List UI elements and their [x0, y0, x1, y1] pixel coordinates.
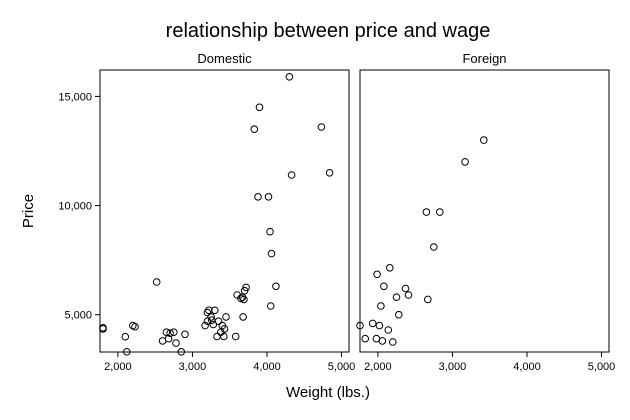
panel-frame-domestic — [99, 69, 350, 353]
y-tick-label: 5,000 — [64, 310, 92, 322]
x-tick-label: 3,000 — [179, 361, 207, 373]
data-point-foreign-17 — [424, 295, 432, 304]
data-point-domestic-29 — [222, 313, 230, 321]
data-point-domestic-28 — [220, 325, 229, 333]
data-point-foreign-10 — [386, 264, 394, 272]
panel-label-domestic: Domestic — [197, 51, 252, 66]
x-tick-label: 2,000 — [364, 361, 392, 373]
data-point-domestic-44 — [267, 249, 276, 258]
data-point-domestic-46 — [285, 73, 294, 81]
x-tick-label: 4,000 — [253, 361, 281, 373]
data-point-domestic-43 — [266, 302, 275, 310]
data-point-domestic-9 — [164, 334, 173, 343]
chart-title: relationship between price and wage — [166, 20, 491, 42]
data-point-foreign-2 — [368, 319, 377, 328]
data-point-domestic-12 — [172, 339, 180, 347]
data-point-domestic-47 — [287, 171, 296, 179]
data-point-domestic-49 — [325, 169, 334, 177]
data-point-domestic-33 — [238, 293, 247, 302]
data-point-domestic-10 — [166, 329, 174, 338]
data-point-domestic-48 — [317, 123, 326, 131]
data-point-foreign-6 — [377, 302, 385, 310]
data-point-domestic-40 — [255, 103, 264, 112]
x-axis-domestic: 2,000 3,000 4,000 5,000 — [104, 352, 355, 373]
data-point-foreign-13 — [395, 310, 403, 319]
x-axis-foreign: 2,000 3,000 4,000 5,000 — [364, 352, 615, 373]
data-point-domestic-34 — [239, 313, 247, 321]
data-point-foreign-7 — [378, 337, 387, 345]
x-axis-label: Weight (lbs.) — [286, 384, 370, 401]
data-point-foreign-4 — [373, 270, 381, 279]
data-point-foreign-1 — [361, 334, 370, 343]
data-point-domestic-17 — [203, 317, 212, 326]
foreign-points — [356, 136, 488, 346]
data-point-foreign-11 — [389, 338, 397, 346]
x-tick-label: 3,000 — [439, 361, 467, 373]
data-point-domestic-24 — [214, 317, 223, 326]
y-tick-label: 15,000 — [58, 91, 92, 103]
data-point-foreign-18 — [430, 243, 438, 251]
data-point-domestic-30 — [231, 332, 240, 341]
data-point-domestic-18 — [205, 306, 213, 315]
data-point-foreign-5 — [375, 321, 384, 330]
data-point-foreign-8 — [380, 282, 388, 291]
data-point-domestic-11 — [170, 328, 178, 337]
data-point-domestic-39 — [254, 193, 262, 201]
data-point-foreign-16 — [422, 208, 431, 216]
data-point-domestic-45 — [272, 282, 280, 291]
data-point-domestic-13 — [177, 348, 186, 356]
data-point-foreign-9 — [384, 326, 393, 334]
data-point-domestic-15 — [201, 321, 209, 330]
data-point-domestic-16 — [203, 308, 212, 317]
data-point-domestic-38 — [250, 125, 259, 133]
y-axis-label: Price — [20, 194, 37, 228]
data-point-domestic-5 — [131, 322, 139, 331]
data-point-domestic-21 — [209, 320, 218, 329]
data-point-domestic-6 — [152, 278, 161, 286]
x-tick-label: 5,000 — [328, 361, 356, 373]
x-tick-label: 2,000 — [104, 361, 132, 373]
data-point-foreign-14 — [401, 284, 410, 293]
x-tick-label: 5,000 — [588, 361, 616, 373]
data-point-domestic-35 — [240, 295, 248, 304]
panel-frame-foreign — [359, 69, 610, 353]
y-axis: 5,000 10,000 15,000 — [58, 91, 100, 322]
domestic-points — [99, 73, 334, 356]
panel-label-foreign: Foreign — [462, 51, 506, 66]
x-tick-label: 4,000 — [513, 361, 541, 373]
data-point-domestic-22 — [211, 306, 219, 315]
data-point-foreign-19 — [436, 208, 444, 216]
data-point-domestic-3 — [123, 348, 131, 356]
data-point-foreign-20 — [461, 158, 469, 166]
data-point-domestic-8 — [162, 328, 171, 337]
data-point-domestic-27 — [220, 332, 228, 341]
data-point-domestic-14 — [181, 330, 189, 339]
data-point-foreign-12 — [392, 293, 401, 302]
y-tick-label: 10,000 — [58, 201, 92, 213]
data-point-domestic-1 — [99, 325, 107, 333]
data-point-foreign-21 — [480, 136, 488, 144]
data-point-domestic-41 — [264, 193, 273, 201]
data-point-domestic-37 — [242, 283, 250, 292]
data-point-foreign-15 — [404, 291, 413, 299]
data-point-domestic-2 — [121, 332, 130, 341]
data-point-domestic-42 — [266, 227, 274, 236]
data-point-domestic-19 — [207, 313, 215, 321]
data-point-foreign-0 — [356, 321, 364, 330]
